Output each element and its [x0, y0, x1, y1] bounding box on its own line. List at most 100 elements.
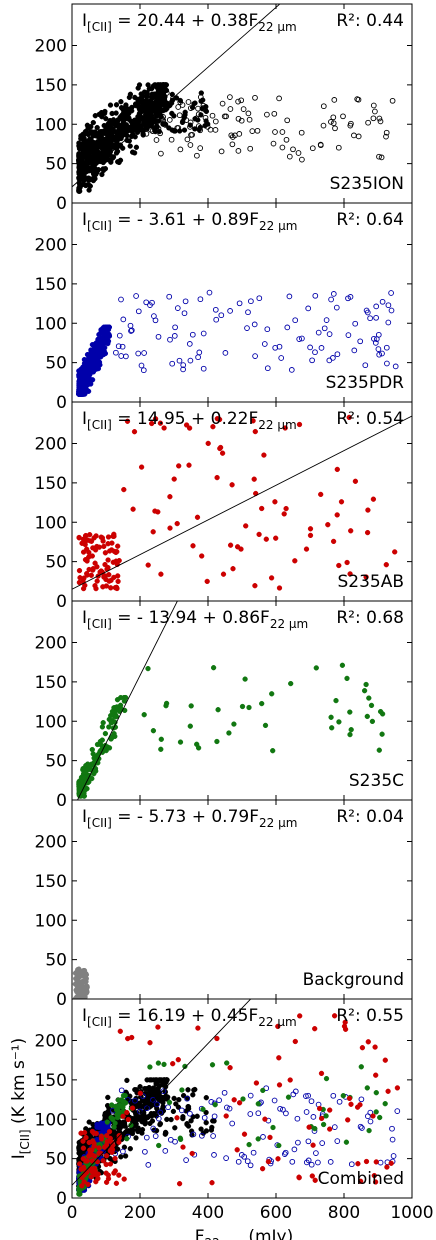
data-point	[292, 1088, 299, 1095]
data-point	[187, 105, 194, 111]
data-point	[223, 1113, 229, 1119]
data-point	[111, 574, 117, 581]
data-point	[306, 1124, 312, 1130]
data-point	[235, 98, 241, 105]
data-point	[217, 444, 224, 451]
data-point	[96, 1145, 102, 1151]
data-point	[348, 528, 354, 534]
data-point	[238, 546, 244, 552]
data-point	[247, 1162, 254, 1169]
data-point	[230, 566, 236, 572]
data-point	[385, 302, 392, 309]
data-point	[188, 703, 194, 709]
data-point	[122, 1153, 129, 1159]
data-point	[209, 1062, 216, 1068]
data-point	[83, 182, 90, 188]
data-point	[259, 1166, 266, 1172]
data-point	[219, 100, 226, 107]
data-point	[192, 126, 198, 132]
data-point	[244, 325, 250, 331]
data-point	[86, 549, 92, 556]
data-point	[144, 91, 150, 97]
data-point	[85, 1181, 91, 1188]
data-point	[92, 160, 98, 166]
data-point	[100, 720, 106, 726]
data-point	[330, 114, 337, 121]
data-point	[194, 1113, 200, 1119]
data-point	[372, 1179, 379, 1185]
data-point	[281, 1151, 288, 1157]
series-filled	[72, 966, 90, 999]
data-point	[184, 136, 191, 143]
y-axis-title-text: I[CII] (K km s⁻¹)	[9, 1038, 32, 1160]
data-point	[204, 124, 211, 130]
data-point	[323, 317, 330, 323]
data-point	[309, 357, 315, 364]
data-point	[283, 136, 290, 143]
data-point	[123, 353, 129, 360]
data-point	[354, 1104, 361, 1110]
x-tick-label: 800	[328, 1203, 360, 1223]
y-tick-label: 100	[35, 1110, 67, 1130]
data-point	[250, 418, 256, 424]
data-point	[262, 722, 269, 729]
data-point	[176, 1097, 182, 1103]
data-point	[373, 1090, 379, 1096]
data-point	[347, 709, 353, 715]
data-point	[329, 725, 335, 731]
data-point	[155, 1024, 161, 1030]
data-point	[197, 296, 204, 303]
data-point	[363, 1158, 370, 1165]
data-point	[153, 1081, 159, 1087]
data-point	[140, 367, 147, 374]
data-point	[86, 1119, 92, 1125]
data-point	[271, 1097, 278, 1104]
data-point	[195, 111, 202, 118]
data-point	[76, 1161, 83, 1167]
data-point	[216, 1097, 222, 1104]
data-point	[330, 538, 337, 545]
data-point	[205, 440, 211, 447]
data-point	[137, 1090, 143, 1096]
data-point	[84, 989, 90, 995]
data-point	[190, 1092, 196, 1098]
data-point	[94, 124, 100, 131]
data-point	[81, 137, 87, 143]
data-point	[203, 1128, 210, 1134]
data-point	[303, 1159, 310, 1166]
data-point	[346, 1095, 353, 1102]
data-point	[385, 1088, 391, 1094]
data-point	[175, 1057, 181, 1063]
data-point	[137, 110, 144, 116]
data-point	[185, 99, 192, 105]
data-point	[318, 1115, 325, 1122]
data-point	[364, 529, 371, 536]
equation-label: I[CII] = - 5.73 + 0.79F22 µm	[82, 807, 297, 830]
data-point	[117, 1028, 123, 1034]
data-point	[325, 522, 331, 528]
data-point	[310, 1114, 317, 1120]
data-point	[196, 349, 203, 356]
data-point	[198, 1126, 204, 1132]
data-point	[107, 102, 114, 108]
data-point	[134, 127, 141, 133]
data-point	[343, 1139, 350, 1145]
data-point	[361, 688, 368, 694]
data-point	[347, 731, 353, 738]
data-point	[182, 109, 188, 115]
data-point	[127, 143, 133, 149]
data-point	[98, 1136, 105, 1142]
data-point	[80, 163, 86, 169]
data-point	[168, 136, 175, 143]
data-point	[113, 349, 119, 356]
data-point	[118, 694, 124, 701]
series-filled	[76, 414, 398, 592]
panel-name: S235PDR	[326, 373, 405, 393]
data-point	[276, 1082, 283, 1088]
data-point	[271, 110, 278, 117]
data-point	[382, 1057, 388, 1063]
data-point	[376, 351, 383, 358]
data-point	[119, 343, 126, 350]
data-point	[195, 745, 202, 751]
data-point	[77, 181, 83, 187]
